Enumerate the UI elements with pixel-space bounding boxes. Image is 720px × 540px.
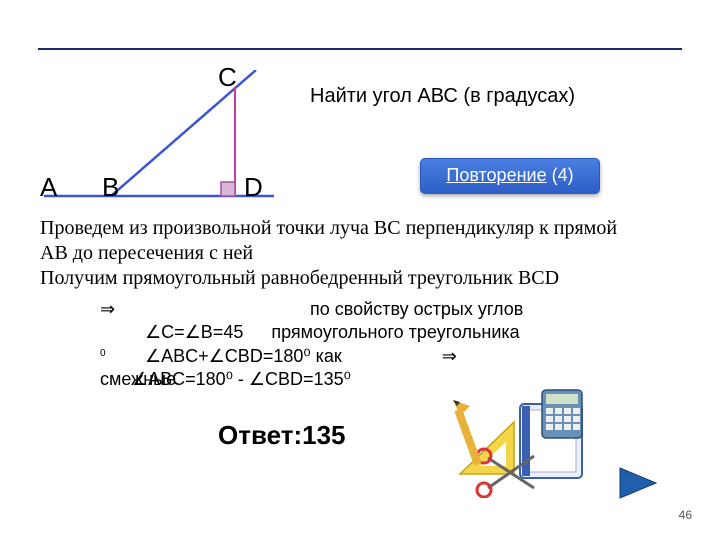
stationery-clipart: [450, 388, 600, 498]
explain-line-2: Получим прямоугольный равнобедренный тре…: [40, 266, 640, 291]
point-label-a: A: [40, 172, 57, 203]
next-slide-button[interactable]: [618, 466, 658, 500]
point-label-d: D: [244, 172, 263, 203]
math-r1-right: по свойству острых углов: [310, 299, 523, 319]
math-block: ⇒ по свойству острых углов ∠C=∠B=45 прям…: [100, 298, 660, 390]
math-sup0: 0: [100, 347, 106, 360]
task-text: Найти угол АВС (в градусах): [310, 85, 575, 108]
implies-2: ⇒: [442, 346, 457, 366]
geometry-diagram: A B C D: [40, 70, 310, 210]
repeat-button-label-underline: Повторение: [446, 165, 546, 185]
explanation-text: Проведем из произвольной точки луча ВС п…: [40, 216, 640, 291]
math-r2-right: прямоугольного треугольника: [271, 322, 519, 342]
math-r3-left: ∠ABC+∠CBD=180⁰ как: [145, 346, 342, 366]
repeat-button-label-rest: (4): [547, 165, 574, 185]
diagram-svg: [40, 70, 310, 210]
explain-line-1: Проведем из произвольной точки луча ВС п…: [40, 216, 640, 266]
repeat-button[interactable]: Повторение (4): [420, 158, 600, 194]
point-label-b: B: [102, 172, 119, 203]
math-r4b: ∠ABC=180⁰ - ∠CBD=135⁰: [132, 368, 351, 391]
answer-text: Ответ:135: [218, 420, 346, 451]
implies-1: ⇒: [100, 298, 120, 321]
math-r2-left: ∠C=∠B=45: [145, 322, 243, 342]
horizontal-rule: [38, 48, 682, 50]
slide-number: 46: [679, 508, 692, 522]
point-label-c: C: [218, 62, 237, 93]
